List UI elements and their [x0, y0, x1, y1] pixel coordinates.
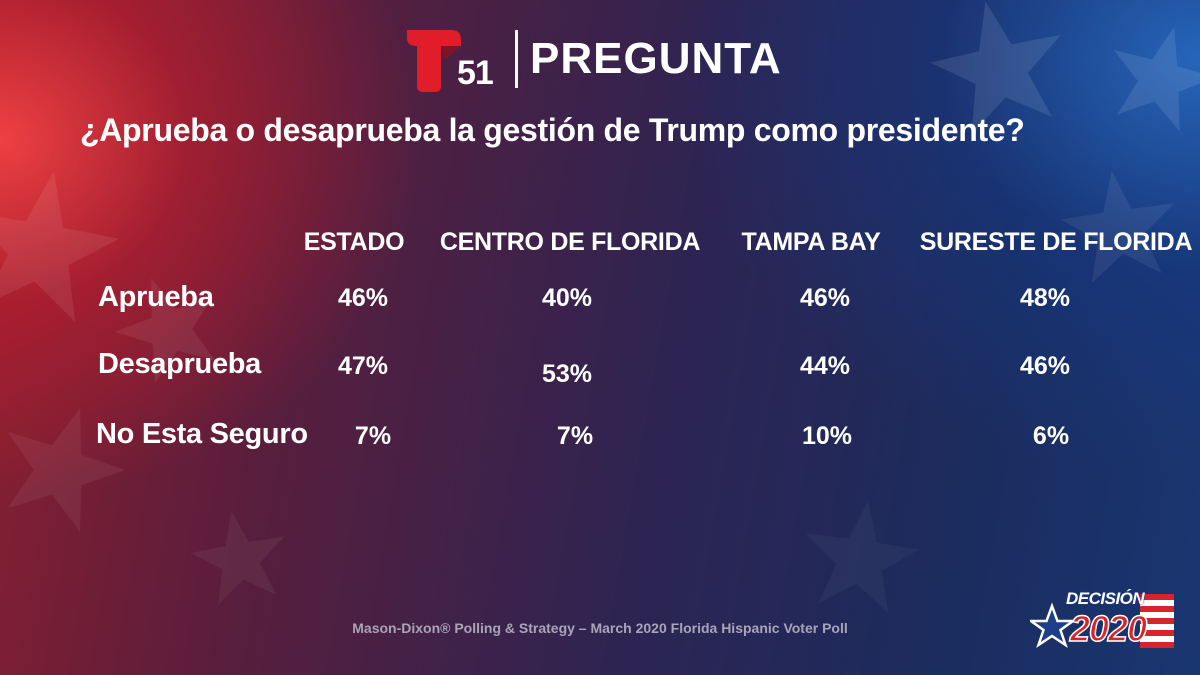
column-header-estado: ESTADO: [303, 228, 405, 256]
cell-no-seguro-centro: 7%: [556, 422, 594, 450]
telemundo-51-logo: 51: [405, 26, 505, 92]
flag-stripes-icon: [1030, 594, 1174, 649]
cell-desaprueba-tampa: 44%: [799, 352, 851, 380]
cell-no-seguro-estado: 7%: [354, 422, 392, 450]
source-footer: Mason-Dixon® Polling & Strategy – March …: [352, 620, 848, 636]
cell-desaprueba-sureste: 46%: [1019, 352, 1071, 380]
segment-title: PREGUNTA: [530, 34, 782, 83]
telemundo-t-icon: [407, 30, 461, 92]
row-label-desaprueba: Desaprueba: [98, 348, 262, 380]
cell-aprueba-tampa: 46%: [799, 284, 851, 312]
cell-desaprueba-centro: 53%: [541, 360, 593, 388]
column-header-sureste-de-florida: SURESTE DE FLORIDA: [919, 228, 1193, 256]
badge-year-text: 2020: [1069, 607, 1148, 650]
decision-2020-badge: DECISIÓN 2020: [1030, 588, 1175, 652]
logo-divider: [515, 30, 518, 88]
cell-no-seguro-tampa: 10%: [801, 422, 853, 450]
cell-aprueba-sureste: 48%: [1019, 284, 1071, 312]
column-header-centro-de-florida: CENTRO DE FLORIDA: [439, 228, 701, 256]
logo-number: 51: [457, 54, 494, 92]
cell-no-seguro-sureste: 6%: [1032, 422, 1070, 450]
row-label-no-esta-seguro: No Esta Seguro: [96, 418, 308, 450]
cell-desaprueba-estado: 47%: [337, 352, 389, 380]
row-label-aprueba: Aprueba: [98, 281, 214, 313]
cell-aprueba-centro: 40%: [541, 284, 593, 312]
question-title: ¿Aprueba o desaprueba la gestión de Trum…: [80, 112, 1025, 148]
column-header-tampa-bay: TAMPA BAY: [741, 228, 881, 256]
cell-aprueba-estado: 46%: [337, 284, 389, 312]
badge-decision-text: DECISIÓN: [1066, 589, 1145, 608]
